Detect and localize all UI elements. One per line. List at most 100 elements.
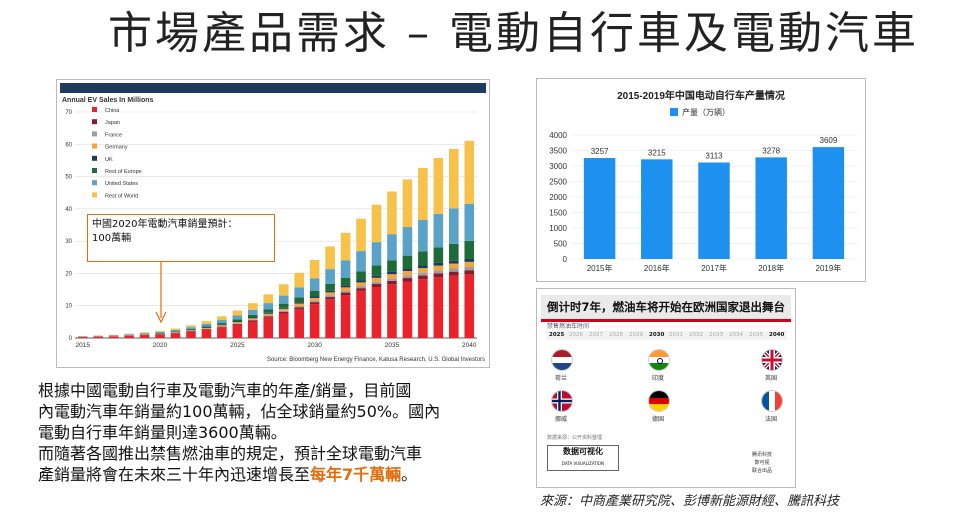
ev-bar-segment (402, 270, 413, 276)
ev-bar-segment (217, 326, 227, 327)
country-label-germany: 德国 (651, 416, 664, 423)
ban-year-label: 2032 (689, 332, 703, 338)
ev-bar-segment (402, 281, 413, 338)
ev-annotation-arrow (155, 262, 167, 324)
ev-bar-segment (232, 315, 243, 320)
ev-bar-segment (371, 277, 382, 282)
ev-bar-segment (433, 265, 444, 271)
ev-y-tick-label: 30 (65, 239, 72, 245)
ev-bar-segment (77, 337, 88, 338)
ev-y-tick-label: 50 (65, 175, 72, 181)
ev-y-tick-label: 60 (65, 142, 72, 148)
ev-bar-segment (371, 284, 382, 287)
ev-bar-segment (433, 213, 444, 248)
ev-bar-segment (433, 247, 444, 263)
ev-bar-segment (340, 232, 351, 261)
ban-year-label: 2026 (569, 332, 583, 338)
ev-bar-segment (248, 303, 258, 310)
ev-legend-label: Japan (105, 120, 120, 126)
ev-bar-segment (464, 274, 475, 338)
slide-title: 市場產品需求 – 電動自行車及電動汽車 (108, 8, 919, 59)
ev-bar-segment (93, 336, 103, 338)
ev-bar-segment (263, 309, 274, 313)
body-line: 根據中國電動自行車及電動汽車的年產/銷量，目前國 (38, 381, 412, 400)
data-visualization-logo: 数据可视化 DATA VISUALIZATION (547, 445, 619, 471)
ev-bar-segment (278, 313, 289, 338)
ban-year-label: 2029 (629, 332, 643, 338)
logo-text: 数据可视化 (563, 447, 603, 456)
ev-bar-segment (263, 303, 274, 310)
ev-bar-segment (309, 297, 320, 301)
ev-legend-label: Rest of Europe (105, 169, 142, 175)
ban-year-label: 2033 (709, 332, 723, 338)
ev-bar-segment (278, 307, 289, 309)
ev-bar-segment (124, 335, 134, 338)
bike-legend-swatch (670, 108, 678, 116)
ev-bar-segment (449, 263, 459, 269)
ev-bar-segment (418, 265, 428, 269)
ev-bar-segment (124, 333, 134, 335)
body-line: 電動自行車年銷量則達3600萬輛。 (38, 423, 287, 442)
ev-bar-segment (309, 300, 320, 303)
body-text-span: 。 (401, 465, 418, 484)
ev-bar-segment (387, 274, 397, 279)
ev-bar-segment (232, 319, 243, 322)
france-flag-icon (761, 390, 783, 412)
ban-year-label: 2028 (609, 332, 623, 338)
ev-bar-segment (433, 262, 444, 266)
ev-bar-segment (340, 295, 351, 338)
ev-bar-segment (418, 219, 428, 252)
bike-bar-value-label: 3215 (648, 148, 666, 157)
ban-year-label: 2031 (669, 332, 683, 338)
ban-year-row: 2025 2026 2027 2028 2029 2030 2031 2032 2033 2034… (547, 331, 787, 340)
ev-bar-segment (170, 328, 181, 330)
ev-bar-segment (387, 284, 397, 338)
ev-bar-segment (449, 208, 459, 244)
ev-bar-segment (186, 330, 196, 331)
ev-bar-segment (371, 286, 382, 338)
ev-bar-segment (371, 275, 382, 278)
ev-bar-segment (325, 246, 335, 270)
ev-bar-segment (139, 332, 150, 334)
brand-tencent: 腾讯科技 (751, 452, 772, 458)
ev-x-tick-label: 2040 (462, 342, 477, 349)
ev-bar-segment (278, 312, 289, 314)
ev-bar-segment (325, 295, 335, 298)
ev-bar-segment (217, 326, 227, 328)
ev-bar-segment (155, 330, 165, 332)
bike-production-chart-panel: 2015-2019年中国电动自行车产量情况 产量（万辆） 0 500 1000 150… (536, 78, 866, 282)
ev-bar-segment (418, 268, 428, 273)
ev-bar-segment (263, 312, 274, 314)
ev-bar-segment (371, 242, 382, 266)
highlight-forecast: 每年7千萬輛 (310, 465, 402, 484)
brand-joint: 联合出品 (751, 468, 772, 474)
ev-bar-segment (418, 279, 428, 338)
ev-bar-segment (433, 270, 444, 274)
ev-y-tick-label: 70 (65, 110, 72, 116)
ev-bar-segment (402, 255, 413, 269)
ev-bar-segment (371, 281, 382, 285)
ev-bar-segment (217, 327, 227, 338)
ev-bar-segment (201, 327, 212, 329)
ev-legend-swatch (92, 192, 97, 198)
ev-bar-segment (325, 299, 335, 338)
bike-y-tick-label: 1500 (549, 209, 567, 218)
ev-bar-segment (232, 322, 243, 324)
slide-body-text: 根據中國電動自行車及電動汽車的年產/銷量，目前國 內電動汽車年銷量約100萬輛，… (38, 380, 508, 485)
ban-panel-subtitle: 禁售燃油车时间 (547, 323, 590, 330)
ev-bar-segment (232, 323, 243, 325)
ev-bar-segment (387, 280, 397, 285)
ev-sales-chart-panel: Projected Annual Global Electric Vehicle… (56, 79, 490, 368)
ev-bar-segment (217, 323, 227, 325)
ev-bar-segment (294, 303, 304, 306)
ev-bar-segment (449, 148, 459, 209)
ev-bar-segment (464, 140, 475, 204)
ev-bar-segment (464, 240, 475, 259)
ev-bar-segment (402, 179, 413, 227)
ban-year-label: 2027 (589, 332, 603, 338)
ev-bar-segment (170, 329, 181, 332)
ev-bar-segment (433, 157, 444, 214)
ev-bar-segment (248, 314, 258, 318)
ev-bar-segment (325, 290, 335, 293)
ev-legend-swatch (92, 107, 97, 112)
